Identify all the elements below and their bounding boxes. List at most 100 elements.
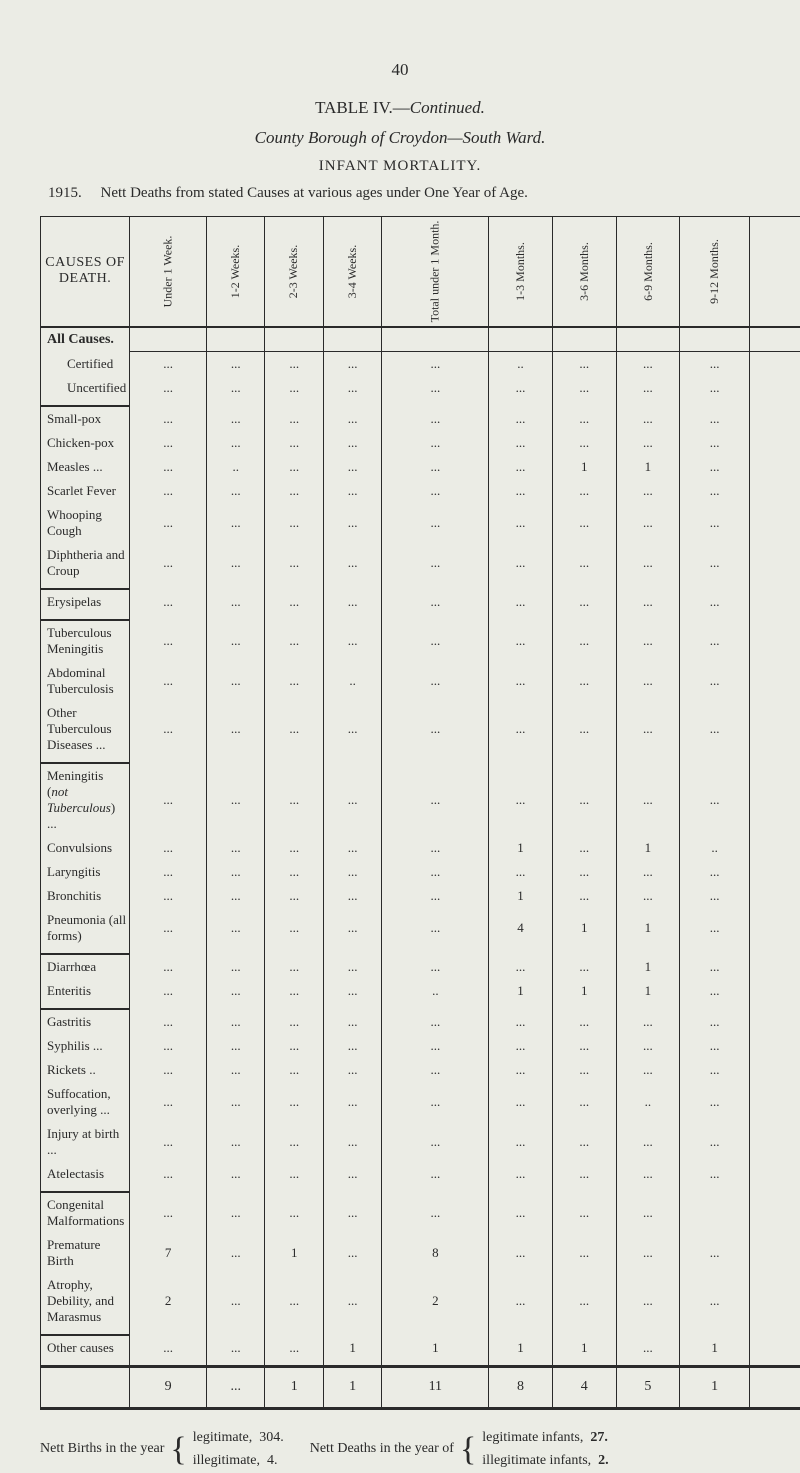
data-cell: ... xyxy=(382,455,489,479)
table-row: Certified............................. xyxy=(41,352,800,377)
total-cell: 1 xyxy=(680,1366,750,1408)
data-cell: ... xyxy=(207,620,265,661)
table-title-main: TABLE IV.— xyxy=(315,98,410,117)
data-cell: ... xyxy=(749,1082,800,1122)
data-cell: ... xyxy=(130,1122,207,1162)
data-cell: 1 xyxy=(323,1335,381,1360)
data-cell: ... xyxy=(382,701,489,757)
data-cell: 1 xyxy=(616,908,680,948)
data-cell: 1 xyxy=(489,836,553,860)
data-cell: ... xyxy=(207,1192,265,1233)
data-cell: 4 xyxy=(489,908,553,948)
data-cell: ... xyxy=(207,1122,265,1162)
illegitimate-infants-label: illegitimate infants, xyxy=(482,1453,591,1468)
data-cell: ... xyxy=(207,589,265,614)
data-cell: ... xyxy=(323,1058,381,1082)
cause-label: Atelectasis xyxy=(41,1162,130,1186)
data-cell xyxy=(680,1192,750,1233)
group-header-label: All Causes. xyxy=(41,327,130,352)
data-cell: ... xyxy=(130,1082,207,1122)
col-under-1-week: Under 1 Week. xyxy=(130,217,207,327)
data-cell: ... xyxy=(680,431,750,455)
data-cell: ... xyxy=(616,503,680,543)
data-cell: 1 xyxy=(489,884,553,908)
data-cell: ... xyxy=(265,1335,323,1360)
cause-label: Diarrhœa xyxy=(41,954,130,979)
total-cell: 1 xyxy=(265,1366,323,1408)
data-cell: ... xyxy=(552,589,616,614)
data-cell: ... xyxy=(680,1082,750,1122)
data-cell: ... xyxy=(265,763,323,836)
data-cell: ... xyxy=(323,503,381,543)
page-number: 40 xyxy=(40,60,760,80)
brace-icon: { xyxy=(460,1436,476,1463)
data-cell: ... xyxy=(323,860,381,884)
data-cell: ... xyxy=(616,406,680,431)
data-cell: ... xyxy=(265,455,323,479)
data-cell: ... xyxy=(382,954,489,979)
data-cell: ... xyxy=(616,543,680,583)
table-body: All Causes.Certified....................… xyxy=(41,327,800,1367)
data-cell: 2 xyxy=(130,1273,207,1329)
data-cell: ... xyxy=(552,1273,616,1329)
table-row: Injury at birth ........................… xyxy=(41,1122,800,1162)
table-row: Atelectasis.............................… xyxy=(41,1162,800,1186)
data-cell: ... xyxy=(489,1233,553,1273)
data-cell: ... xyxy=(552,1082,616,1122)
data-cell: ... xyxy=(265,908,323,948)
data-cell: ... xyxy=(489,954,553,979)
cause-label: Abdominal Tuberculosis xyxy=(41,661,130,701)
data-cell: ... xyxy=(749,376,800,400)
data-cell: ... xyxy=(382,543,489,583)
data-cell: ... xyxy=(265,860,323,884)
data-cell: ... xyxy=(382,620,489,661)
data-cell: ... xyxy=(749,503,800,543)
table-row: Bronchitis...............1.........1 xyxy=(41,884,800,908)
data-cell: ... xyxy=(616,884,680,908)
data-cell: ... xyxy=(265,352,323,377)
data-cell: ... xyxy=(130,1009,207,1034)
data-cell: ... xyxy=(323,1122,381,1162)
data-cell: ... xyxy=(207,1233,265,1273)
totals-label xyxy=(41,1366,130,1408)
data-cell: ... xyxy=(489,1009,553,1034)
data-cell: .. xyxy=(680,836,750,860)
data-cell: ... xyxy=(749,352,800,377)
data-cell: 1 xyxy=(749,954,800,979)
table-row: Congenital Malformations................… xyxy=(41,1192,800,1233)
data-cell: ... xyxy=(552,1122,616,1162)
data-cell: ... xyxy=(130,503,207,543)
col-9-12-months: 9-12 Months. xyxy=(680,217,750,327)
total-cell: 9 xyxy=(130,1366,207,1408)
data-cell: ... xyxy=(552,1192,616,1233)
data-cell: ... xyxy=(323,1192,381,1233)
col-3-6-months: 3-6 Months. xyxy=(552,217,616,327)
totals-row: 9 ... 1 1 11 8 4 5 1 29 xyxy=(41,1366,800,1408)
cause-label: Atrophy, Debility, and Marasmus xyxy=(41,1273,130,1329)
data-cell: ... xyxy=(680,589,750,614)
data-cell: ... xyxy=(616,1009,680,1034)
cause-label: Congenital Malformations xyxy=(41,1192,130,1233)
year: 1915. xyxy=(48,185,82,201)
data-cell: ... xyxy=(130,352,207,377)
data-cell: ... xyxy=(207,1058,265,1082)
data-cell: ... xyxy=(265,376,323,400)
data-cell: ... xyxy=(382,589,489,614)
data-cell: ... xyxy=(616,431,680,455)
data-cell: ... xyxy=(207,1335,265,1360)
cause-label: Meningitis (not Tuberculous) ... xyxy=(41,763,130,836)
data-cell: ... xyxy=(616,1335,680,1360)
data-cell: ... xyxy=(130,763,207,836)
data-cell: ... xyxy=(616,763,680,836)
data-cell: ... xyxy=(323,1082,381,1122)
data-cell: 1 xyxy=(265,1233,323,1273)
data-cell: 1 xyxy=(552,979,616,1003)
data-cell: ... xyxy=(552,884,616,908)
data-cell: ... xyxy=(552,543,616,583)
data-cell: ... xyxy=(382,1122,489,1162)
data-cell: ... xyxy=(207,836,265,860)
data-cell: ... xyxy=(749,620,800,661)
data-cell: ... xyxy=(382,1082,489,1122)
data-cell: ... xyxy=(323,701,381,757)
data-cell: ... xyxy=(749,860,800,884)
